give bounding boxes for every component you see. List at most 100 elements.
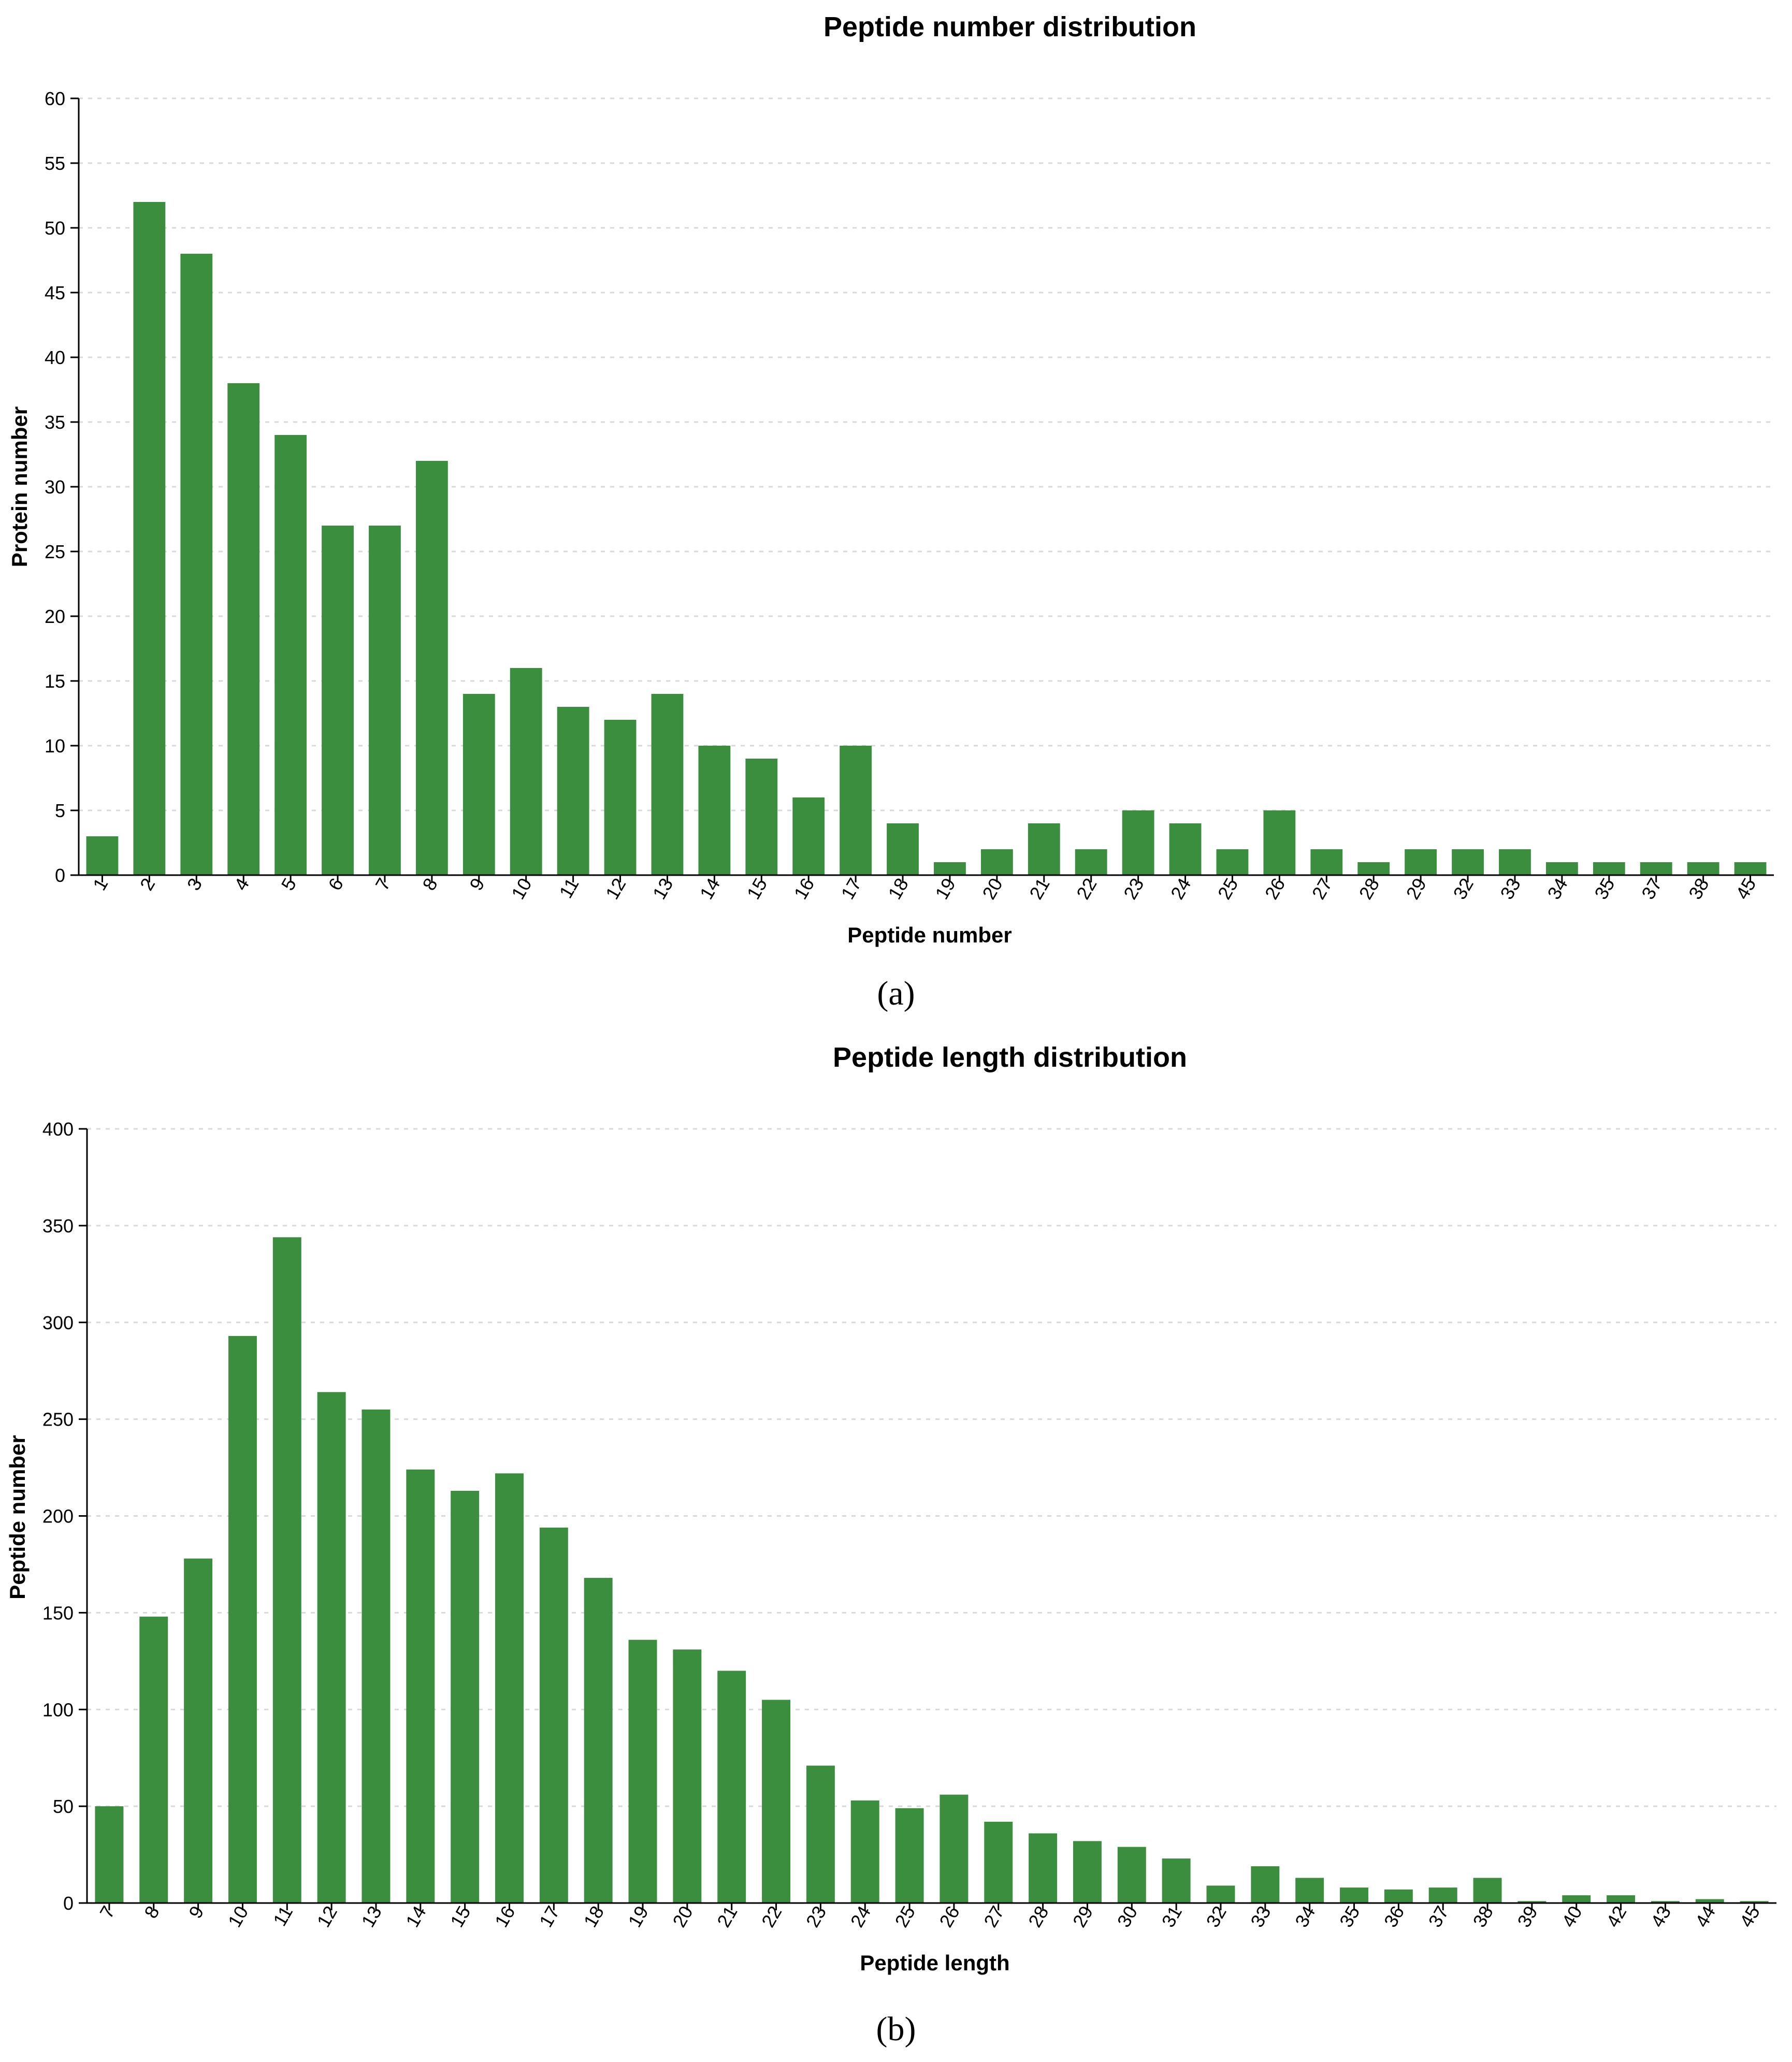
bar-29 bbox=[1405, 849, 1437, 875]
y-tick-label: 400 bbox=[42, 1119, 74, 1140]
bar-38 bbox=[1687, 862, 1719, 875]
x-tick-label: 37 bbox=[1637, 875, 1666, 903]
x-tick-label: 6 bbox=[324, 875, 348, 894]
bar-17 bbox=[539, 1527, 568, 1903]
x-tick-label: 8 bbox=[418, 875, 442, 894]
x-tick-label: 18 bbox=[580, 1903, 609, 1931]
bar-38 bbox=[1473, 1878, 1502, 1903]
x-tick-label: 28 bbox=[1024, 1903, 1053, 1931]
chart-a-x-axis: 1 2 3 4 5 6 7 8 9 10 11 12 13 14 15 16 17 18 19 20 21 22 23 24 2… bbox=[79, 874, 1774, 903]
y-tick-label: 40 bbox=[45, 347, 65, 368]
x-tick-label: 16 bbox=[490, 1903, 519, 1931]
bar-31 bbox=[1162, 1858, 1191, 1903]
bar-18 bbox=[887, 823, 919, 875]
bar-33 bbox=[1499, 849, 1531, 875]
x-tick-label: 18 bbox=[884, 875, 913, 903]
bar-20 bbox=[980, 849, 1013, 875]
x-tick-label: 14 bbox=[696, 875, 725, 903]
y-tick-label: 150 bbox=[42, 1602, 74, 1623]
bar-19 bbox=[934, 862, 966, 875]
bar-14 bbox=[406, 1469, 435, 1903]
chart-peptide-length-distribution: Peptide length distribution 050100150200… bbox=[5, 1042, 1776, 2048]
x-tick-label: 24 bbox=[846, 1903, 875, 1931]
x-tick-label: 45 bbox=[1731, 875, 1760, 903]
chart-b-bars bbox=[95, 1237, 1769, 1903]
bar-23 bbox=[1122, 810, 1154, 875]
x-tick-label: 43 bbox=[1646, 1903, 1675, 1931]
bar-17 bbox=[840, 746, 872, 875]
bar-33 bbox=[1251, 1866, 1280, 1903]
x-tick-label: 26 bbox=[935, 1903, 964, 1931]
x-tick-label: 29 bbox=[1402, 875, 1431, 903]
bar-9 bbox=[463, 694, 495, 875]
bar-22 bbox=[1075, 849, 1107, 875]
x-tick-label: 27 bbox=[979, 1903, 1008, 1931]
x-tick-label: 32 bbox=[1202, 1903, 1231, 1931]
x-tick-label: 19 bbox=[624, 1903, 653, 1931]
x-tick-label: 39 bbox=[1513, 1903, 1542, 1931]
bar-11 bbox=[557, 707, 589, 875]
x-tick-label: 31 bbox=[1158, 1903, 1187, 1931]
bar-13 bbox=[362, 1409, 391, 1903]
bar-21 bbox=[1028, 823, 1060, 875]
bar-10 bbox=[228, 1335, 257, 1903]
bar-9 bbox=[184, 1558, 213, 1903]
y-tick-label: 250 bbox=[42, 1409, 74, 1430]
y-tick-label: 0 bbox=[55, 865, 65, 886]
bar-45 bbox=[1734, 862, 1767, 875]
bar-36 bbox=[1384, 1889, 1413, 1903]
x-tick-label: 10 bbox=[507, 875, 536, 903]
x-tick-label: 40 bbox=[1557, 1903, 1586, 1931]
y-tick-label: 55 bbox=[45, 153, 65, 174]
bar-37 bbox=[1640, 862, 1672, 875]
x-tick-label: 3 bbox=[183, 875, 207, 894]
bar-32 bbox=[1206, 1885, 1235, 1903]
bar-12 bbox=[317, 1392, 346, 1903]
x-tick-label: 23 bbox=[1119, 875, 1148, 903]
bar-40 bbox=[1562, 1895, 1591, 1903]
y-tick-label: 20 bbox=[45, 606, 65, 627]
chart-b-title: Peptide length distribution bbox=[833, 1042, 1187, 1073]
x-tick-label: 34 bbox=[1291, 1903, 1320, 1931]
bar-25 bbox=[1216, 849, 1249, 875]
bar-39 bbox=[1518, 1901, 1547, 1903]
x-tick-label: 33 bbox=[1496, 875, 1525, 903]
bar-20 bbox=[673, 1649, 702, 1903]
bar-23 bbox=[806, 1765, 835, 1903]
bar-42 bbox=[1607, 1895, 1636, 1903]
bar-3 bbox=[180, 254, 213, 875]
x-tick-label: 37 bbox=[1424, 1903, 1453, 1931]
bar-5 bbox=[274, 435, 307, 875]
x-tick-label: 14 bbox=[401, 1903, 430, 1931]
chart-a-caption: (a) bbox=[877, 975, 915, 1012]
x-tick-label: 10 bbox=[224, 1903, 253, 1931]
x-tick-label: 15 bbox=[743, 875, 772, 903]
y-tick-label: 0 bbox=[63, 1893, 74, 1914]
chart-a-x-axis-label: Peptide number bbox=[847, 923, 1011, 947]
bar-18 bbox=[584, 1578, 613, 1903]
chart-b-x-axis-label: Peptide length bbox=[860, 1951, 1009, 1975]
x-tick-label: 21 bbox=[713, 1903, 742, 1931]
x-tick-label: 11 bbox=[269, 1903, 297, 1930]
y-tick-label: 60 bbox=[45, 88, 65, 109]
bar-45 bbox=[1740, 1901, 1769, 1903]
bar-14 bbox=[698, 746, 731, 875]
bar-1 bbox=[86, 836, 119, 875]
y-tick-label: 300 bbox=[42, 1312, 74, 1333]
bar-24 bbox=[850, 1800, 879, 1903]
x-tick-label: 26 bbox=[1261, 875, 1290, 903]
bar-16 bbox=[495, 1473, 524, 1903]
x-tick-label: 4 bbox=[230, 875, 254, 894]
x-tick-label: 15 bbox=[446, 1903, 475, 1931]
y-tick-label: 350 bbox=[42, 1215, 74, 1237]
bar-34 bbox=[1295, 1878, 1324, 1903]
x-tick-label: 21 bbox=[1025, 875, 1054, 903]
bar-34 bbox=[1545, 862, 1578, 875]
bar-35 bbox=[1593, 862, 1625, 875]
x-tick-label: 29 bbox=[1068, 1903, 1097, 1931]
chart-a-bars bbox=[86, 202, 1767, 875]
bar-16 bbox=[792, 797, 825, 875]
bar-2 bbox=[133, 202, 166, 875]
x-tick-label: 22 bbox=[1072, 875, 1101, 903]
y-tick-label: 45 bbox=[45, 282, 65, 303]
